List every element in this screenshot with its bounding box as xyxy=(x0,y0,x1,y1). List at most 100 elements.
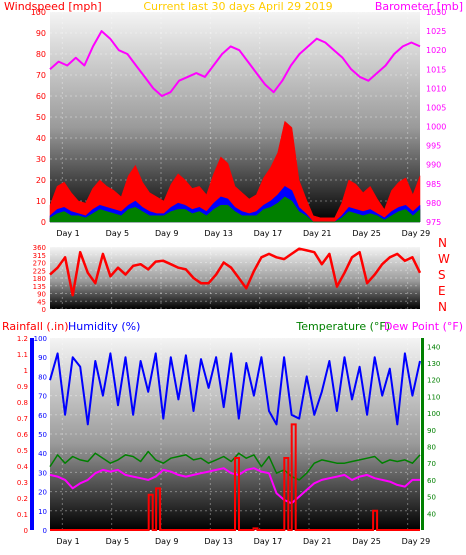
temperature-tick-7: 110 xyxy=(427,393,440,401)
humidity-tick-4: 40 xyxy=(38,450,47,458)
humidity-tick-9: 90 xyxy=(38,354,47,362)
wind-gust-area xyxy=(49,120,421,223)
rain-axis-bar xyxy=(30,338,34,530)
dewpoint-axis-title: Dew Point (°F) xyxy=(384,320,463,333)
chart-title: Current last 30 days April 29 2019 xyxy=(143,0,332,13)
windspeed-tick-0: 0 xyxy=(41,218,46,227)
compass-letter-2: S xyxy=(438,268,446,282)
p1-xtick-1: Day 5 xyxy=(106,229,129,238)
barometer-tick-1: 980 xyxy=(426,199,441,208)
rain-tick-3: 0.3 xyxy=(17,479,28,487)
humidity-tick-10: 100 xyxy=(34,335,47,343)
temperature-axis-title: Temperature (°F) xyxy=(295,320,390,333)
compass-letter-3: E xyxy=(438,284,446,298)
p1-xtick-2: Day 9 xyxy=(155,229,178,238)
barometer-tick-3: 990 xyxy=(426,161,441,170)
rain-tick-0: 0 xyxy=(24,527,28,535)
temperature-tick-9: 130 xyxy=(427,360,440,368)
direction-tick-0: 0 xyxy=(42,306,46,314)
p1-xtick-0: Day 1 xyxy=(56,229,79,238)
p3-xtick-0: Day 1 xyxy=(56,537,79,546)
humidity-tick-3: 30 xyxy=(38,469,47,477)
p3-xtick-5: Day 21 xyxy=(303,537,332,546)
rainfall-axis-title: Rainfall (.in) xyxy=(2,320,69,333)
barometer-tick-4: 995 xyxy=(426,142,441,151)
compass-letter-0: N xyxy=(438,236,447,250)
humidity-tick-1: 10 xyxy=(38,508,47,516)
p1-xtick-6: Day 25 xyxy=(352,229,381,238)
windspeed-tick-4: 40 xyxy=(36,134,46,143)
humidity-tick-8: 80 xyxy=(38,373,47,381)
p3-xtick-7: Day 29 xyxy=(402,537,431,546)
windspeed-tick-3: 30 xyxy=(36,155,46,164)
humidity-tick-7: 70 xyxy=(38,393,47,401)
rain-tick-10: 1 xyxy=(24,367,28,375)
rain-tick-11: 1.1 xyxy=(17,351,28,359)
rain-tick-8: 0.8 xyxy=(17,399,28,407)
humidity-tick-0: 0 xyxy=(43,527,47,535)
direction-tick-6: 270 xyxy=(33,260,46,268)
windspeed-tick-5: 50 xyxy=(36,113,46,122)
p3-xtick-3: Day 13 xyxy=(204,537,233,546)
rain-tick-12: 1.2 xyxy=(17,335,28,343)
panel-3-series xyxy=(49,352,421,531)
rain-tick-7: 0.7 xyxy=(17,415,28,423)
compass-letter-4: N xyxy=(438,300,447,314)
windspeed-tick-9: 90 xyxy=(36,29,46,38)
p3-xtick-4: Day 17 xyxy=(254,537,283,546)
rain-tick-1: 0.1 xyxy=(17,511,28,519)
humidity-tick-5: 50 xyxy=(38,431,47,439)
p1-xtick-4: Day 17 xyxy=(254,229,283,238)
windspeed-tick-8: 80 xyxy=(36,50,46,59)
temperature-tick-5: 90 xyxy=(427,427,436,435)
direction-tick-3: 135 xyxy=(33,283,46,291)
windspeed-tick-10: 100 xyxy=(31,8,46,17)
wind-speed-area xyxy=(49,196,421,223)
temperature-tick-10: 140 xyxy=(427,343,440,351)
direction-tick-8: 360 xyxy=(33,244,46,252)
temperature-tick-8: 120 xyxy=(427,377,440,385)
direction-tick-4: 180 xyxy=(33,275,46,283)
p3-xtick-6: Day 25 xyxy=(352,537,381,546)
humidity-axis-title: Humidity (%) xyxy=(68,320,140,333)
p3-xtick-2: Day 9 xyxy=(155,537,178,546)
barometer-line xyxy=(49,30,421,97)
panel-3-tick-labels: 0 0.1 0.2 0.3 0.4 0.5 0.6 0.7 0.8 0.9 1 1.1 1.2 0 10 20… xyxy=(17,335,441,546)
windspeed-tick-2: 20 xyxy=(36,176,46,185)
temp-axis-bar xyxy=(421,338,424,530)
p1-xtick-5: Day 21 xyxy=(303,229,332,238)
barometer-tick-8: 1015 xyxy=(426,65,446,74)
humidity-tick-2: 20 xyxy=(38,489,47,497)
barometer-tick-2: 985 xyxy=(426,180,441,189)
rain-tick-6: 0.6 xyxy=(17,431,29,439)
humidity-tick-6: 60 xyxy=(38,412,47,420)
panel-1-series xyxy=(49,30,421,223)
temperature-tick-6: 100 xyxy=(427,410,440,418)
windspeed-tick-6: 60 xyxy=(36,92,46,101)
barometer-tick-5: 1000 xyxy=(426,123,446,132)
barometer-tick-9: 1020 xyxy=(426,46,446,55)
p1-xtick-3: Day 13 xyxy=(204,229,233,238)
temperature-tick-0: 40 xyxy=(427,510,436,518)
barometer-tick-11: 1030 xyxy=(426,8,446,17)
direction-tick-2: 90 xyxy=(37,291,46,299)
compass-letter-1: W xyxy=(438,252,450,266)
barometer-tick-0: 975 xyxy=(426,218,441,227)
panel-2-background xyxy=(50,247,420,309)
rainfall-line xyxy=(50,423,420,531)
barometer-tick-10: 1025 xyxy=(426,27,446,36)
rain-tick-2: 0.2 xyxy=(17,495,28,503)
panel-1-tick-labels: 0102030405060708090100975980985990995100… xyxy=(31,8,447,238)
rain-tick-5: 0.5 xyxy=(17,447,28,455)
p1-xtick-7: Day 29 xyxy=(402,229,431,238)
panel-2-grid xyxy=(50,246,420,310)
rain-tick-9: 0.9 xyxy=(17,383,28,391)
humidity-line xyxy=(49,352,421,426)
temperature-tick-2: 60 xyxy=(427,477,436,485)
windspeed-tick-7: 70 xyxy=(36,71,46,80)
barometer-axis-title: Barometer [mb] xyxy=(375,0,463,13)
windspeed-tick-1: 10 xyxy=(36,197,46,206)
barometer-tick-6: 1005 xyxy=(426,103,446,112)
